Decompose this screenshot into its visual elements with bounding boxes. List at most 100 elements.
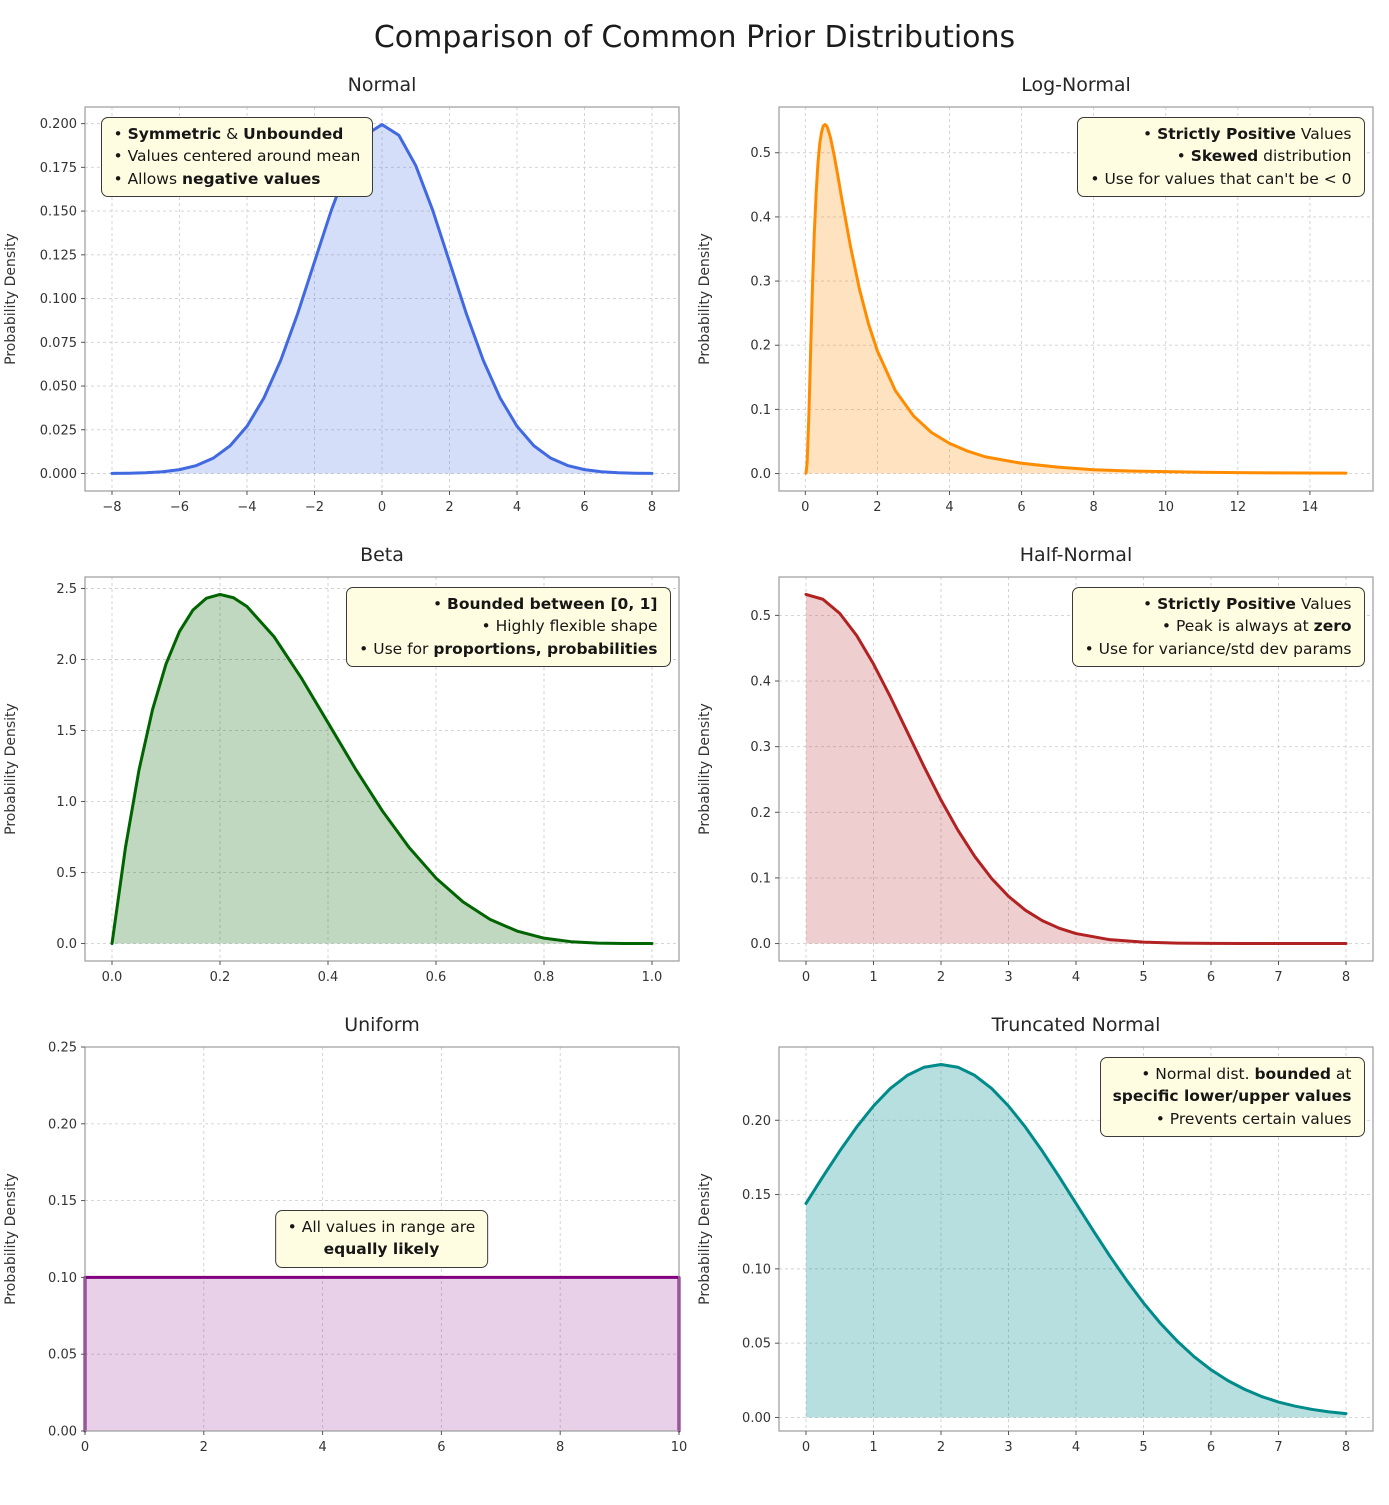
normal-title: Normal [347, 74, 416, 96]
y-tick-label: 0.000 [39, 467, 76, 482]
log-normal-area [805, 124, 1346, 474]
plot-border [777, 106, 1374, 492]
x-tick-label: 4 [512, 500, 520, 515]
y-tick-label: 0.0 [750, 937, 771, 952]
x-tick-label: 8 [556, 1440, 564, 1455]
x-tick-label: 2 [936, 970, 944, 985]
log-normal-ylabel: Probability Density [697, 233, 713, 365]
annotation-line: • Use for values that can't be < 0 [1090, 169, 1352, 188]
annotation-line: specific lower/upper values [1112, 1087, 1352, 1106]
x-tick-label: 2 [199, 1440, 207, 1455]
normal-annotation: • Symmetric & Unbounded • Values centered… [100, 117, 374, 198]
x-tick-label: 0 [801, 500, 809, 515]
x-tick-label: 8 [1089, 500, 1097, 515]
x-tick-label: 4 [1071, 970, 1079, 985]
half-normal-annotation: • Strictly Positive Values • Peak is alwa… [1071, 587, 1365, 668]
x-tick-label: 10 [670, 1440, 687, 1455]
annotation-line: • Bounded between [0, 1] [432, 595, 658, 613]
x-tick-label: 0.8 [533, 970, 554, 985]
y-tick-label: 0.150 [39, 205, 76, 220]
y-tick-label: 0.3 [750, 275, 771, 290]
normal-curve [110, 123, 653, 475]
annotation-line: • Normal dist. bounded at [1141, 1065, 1352, 1083]
normal-plot: −8 −6 −4 −2 0 2 4 6 8 0.000 0.025 0.050 0.075 0.100 0.… [3, 74, 680, 515]
y-tick-label: 0.075 [39, 336, 76, 351]
annotation-line: • Peak is always at zero [1161, 617, 1352, 636]
truncated-normal-annotation: • Normal dist. bounded at specific lower/… [1099, 1057, 1365, 1138]
half-normal-curve [804, 592, 1347, 946]
x-tick-label: 0.0 [101, 970, 122, 985]
uniform-annotation: • All values in range are equally likely [274, 1210, 489, 1268]
annotation-line: • Allows negative values [113, 169, 321, 188]
annotation-line: • Use for proportions, probabilities [359, 639, 658, 658]
y-tick-label: 0.5 [750, 146, 771, 161]
x-tick-label: 6 [1206, 1440, 1214, 1455]
x-tick-label: 5 [1139, 970, 1147, 985]
x-tick-label: 6 [1206, 970, 1214, 985]
truncated-normal-area [805, 1064, 1346, 1418]
x-tick-label: 8 [1341, 1440, 1349, 1455]
half-normal-area [805, 594, 1346, 944]
x-tick-label: −2 [304, 500, 323, 515]
y-tick-label: 0.15 [742, 1188, 771, 1203]
y-tick-label: 0.1 [750, 403, 771, 418]
log-normal-annotation: • Strictly Positive Values • Skewed distr… [1077, 117, 1365, 198]
x-tick-label: 6 [437, 1440, 445, 1455]
y-tick-label: 0.2 [750, 339, 771, 354]
y-tick-label: 0.00 [48, 1425, 77, 1440]
y-tick-label: 1.0 [56, 795, 77, 810]
x-tick-label: 2 [936, 1440, 944, 1455]
annotation-line: • Use for variance/std dev params [1084, 639, 1352, 658]
x-tick-label: 3 [1004, 970, 1012, 985]
tick-labels: −8 −6 −4 −2 0 2 4 6 8 0.000 0.025 0.050 0.075 0.100 0.… [39, 117, 655, 515]
half-normal-title: Half-Normal [1019, 544, 1131, 566]
gridlines [778, 1047, 1373, 1431]
x-tick-label: 7 [1274, 1440, 1282, 1455]
log-normal-title: Log-Normal [1021, 74, 1131, 96]
x-tick-label: 4 [318, 1440, 326, 1455]
y-tick-label: 0.00 [742, 1411, 771, 1426]
chart-uniform: 0 2 4 6 8 10 0.00 0.05 0.10 0.15 0.20 0.25 Uniform Pr… [1, 1003, 695, 1473]
beta-title: Beta [360, 544, 404, 566]
x-tick-label: −6 [169, 500, 188, 515]
beta-annotation: • Bounded between [0, 1] • Highly flexibl… [346, 587, 671, 668]
x-tick-label: 1 [869, 1440, 877, 1455]
y-tick-label: 0.025 [39, 423, 76, 438]
y-tick-label: 0.5 [56, 866, 77, 881]
x-tick-label: 3 [1004, 1440, 1012, 1455]
tick-labels: 0 1 2 3 4 5 6 7 8 0.00 0.05 0.10 0.15 0.20 [742, 1114, 1350, 1455]
beta-curve [110, 592, 653, 946]
x-tick-label: 2 [445, 500, 453, 515]
y-tick-label: 0.5 [750, 609, 771, 624]
plot-border [83, 1046, 680, 1432]
y-tick-label: 2.5 [56, 582, 77, 597]
y-tick-label: 0.100 [39, 292, 76, 307]
y-tick-label: 2.0 [56, 653, 77, 668]
x-tick-label: −8 [102, 500, 121, 515]
beta-ylabel: Probability Density [3, 703, 19, 835]
tick-labels: 0 1 2 3 4 5 6 7 8 0.0 0.1 0.2 0.3 0.4 0.5 [750, 609, 1350, 985]
y-tick-label: 1.5 [56, 724, 77, 739]
log-normal-curve [804, 123, 1347, 475]
y-tick-label: 0.20 [742, 1114, 771, 1129]
half-normal-ylabel: Probability Density [697, 703, 713, 835]
y-tick-label: 0.3 [750, 740, 771, 755]
x-tick-label: 8 [1341, 970, 1349, 985]
annotation-line: • Values centered around mean [113, 147, 361, 166]
annotation-line: • Strictly Positive Values [1143, 595, 1352, 613]
y-tick-label: 0.05 [742, 1337, 771, 1352]
annotation-line: equally likely [323, 1240, 440, 1259]
chart-half-normal: 0 1 2 3 4 5 6 7 8 0.0 0.1 0.2 0.3 0.4 0.5 Half-Normal Pr… [695, 533, 1389, 1003]
tick-labels: 0 2 4 6 8 10 12 14 0.0 0.1 0.2 0.3 0.4 0.5 [750, 146, 1318, 515]
uniform-ylabel: Probability Density [3, 1173, 19, 1305]
y-tick-label: 0.050 [39, 380, 76, 395]
y-tick-label: 0.4 [750, 675, 771, 690]
normal-area [111, 124, 652, 474]
y-tick-label: 0.10 [742, 1262, 771, 1277]
x-tick-label: 5 [1139, 1440, 1147, 1455]
y-tick-label: 0.15 [48, 1194, 77, 1209]
x-tick-label: 6 [1017, 500, 1025, 515]
y-tick-label: 0.2 [750, 806, 771, 821]
charts-grid: −8 −6 −4 −2 0 2 4 6 8 0.000 0.025 0.050 0.075 0.100 0.… [0, 63, 1389, 1473]
x-tick-label: 0.2 [209, 970, 230, 985]
